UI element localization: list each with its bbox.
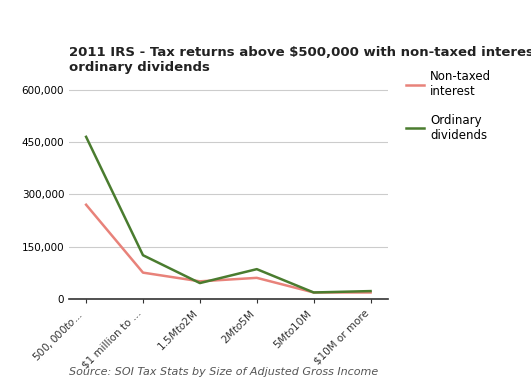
Ordinary
dividends xyxy=(83,134,89,139)
Non-taxed
interest xyxy=(254,275,260,280)
Non-taxed
interest xyxy=(83,203,89,207)
Ordinary
dividends xyxy=(254,267,260,272)
Ordinary
dividends xyxy=(311,290,317,295)
Non-taxed
interest xyxy=(311,290,317,295)
Legend: Non-taxed
interest, Ordinary
dividends: Non-taxed interest, Ordinary dividends xyxy=(406,70,491,142)
Ordinary
dividends xyxy=(367,289,374,293)
Text: Source: SOI Tax Stats by Size of Adjusted Gross Income: Source: SOI Tax Stats by Size of Adjuste… xyxy=(69,367,378,377)
Line: Non-taxed
interest: Non-taxed interest xyxy=(86,205,371,293)
Ordinary
dividends xyxy=(140,253,146,257)
Line: Ordinary
dividends: Ordinary dividends xyxy=(86,137,371,293)
Non-taxed
interest xyxy=(196,279,203,284)
Text: 2011 IRS - Tax returns above $500,000 with non-taxed interest &
ordinary dividen: 2011 IRS - Tax returns above $500,000 wi… xyxy=(69,46,531,74)
Non-taxed
interest xyxy=(140,270,146,275)
Ordinary
dividends xyxy=(196,281,203,285)
Non-taxed
interest xyxy=(367,290,374,295)
